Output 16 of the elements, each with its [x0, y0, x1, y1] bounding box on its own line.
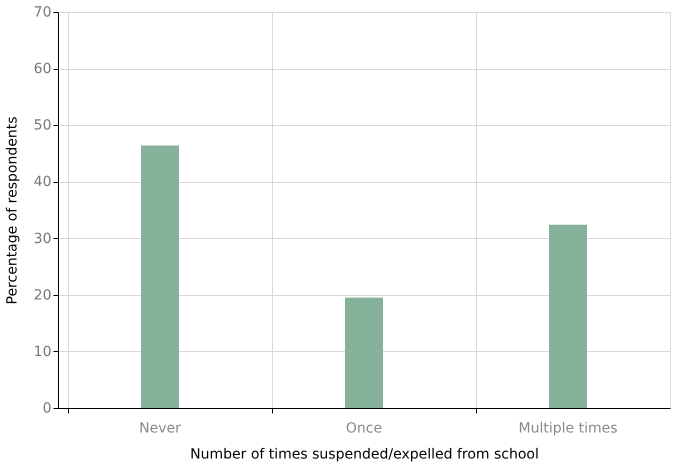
x-tick-label: Never	[139, 420, 182, 436]
y-tick-label: 60	[34, 61, 52, 78]
x-tick-label: Multiple times	[518, 420, 618, 436]
bar	[345, 298, 383, 408]
y-tick-label: 30	[34, 230, 52, 247]
y-tick-label: 50	[34, 118, 52, 134]
y-tick-label: 70	[34, 4, 52, 20]
y-axis-title: Percentage of respondents	[4, 116, 21, 304]
y-tick-label: 10	[34, 344, 52, 360]
y-tick-label: 40	[34, 174, 52, 190]
x-tick-label: Once	[346, 420, 382, 436]
y-tick-label: 0	[42, 400, 52, 416]
y-tick-label: 20	[34, 287, 52, 304]
bar	[549, 224, 587, 408]
x-axis-title: Number of times suspended/expelled from school	[190, 446, 539, 462]
bar	[141, 146, 179, 408]
